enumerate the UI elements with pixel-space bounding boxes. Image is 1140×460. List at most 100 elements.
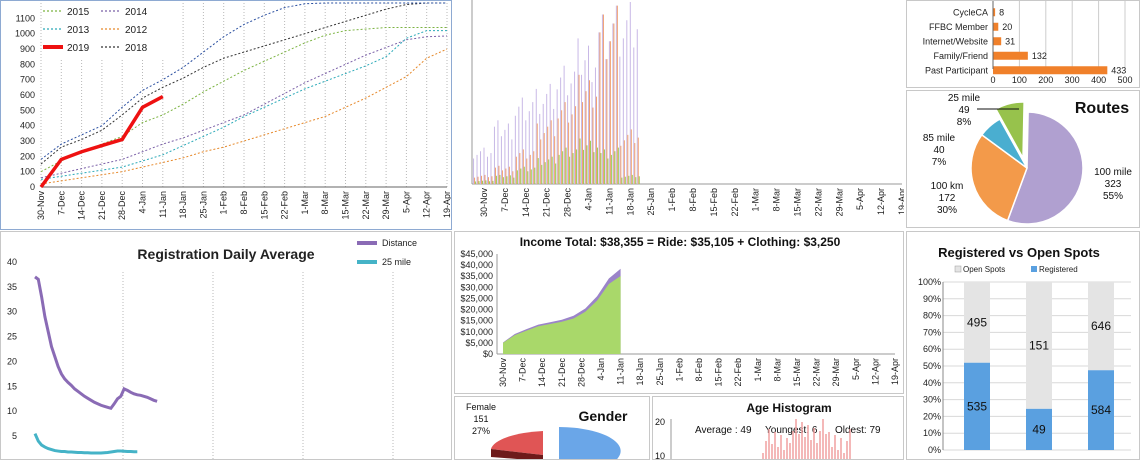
data-label: 8: [999, 7, 1004, 17]
pie-slice: [1006, 111, 1084, 225]
pie-slice: [491, 431, 543, 455]
series-line: [40, 48, 448, 185]
x-tick-label: 8-Mar: [772, 358, 782, 382]
chart-title: Gender: [578, 408, 628, 424]
y-tick-label: 80%: [923, 311, 941, 321]
series-line: [40, 2, 447, 160]
chart-title: Income Total: $38,355 = Ride: $35,105 + …: [520, 235, 841, 249]
y-tick-label: $25,000: [460, 293, 493, 303]
y-tick-label: 100: [20, 167, 35, 177]
slice-label: 30%: [937, 205, 957, 216]
y-tick-label: 10%: [923, 428, 941, 438]
bar-open: [964, 282, 990, 363]
series-line: [40, 35, 448, 179]
y-tick-label: 25: [7, 332, 17, 342]
slice-label: 172: [939, 193, 956, 204]
x-tick-label: 14-Dec: [521, 188, 531, 218]
y-tick-label: 90%: [923, 294, 941, 304]
bar-registered: [1026, 408, 1052, 450]
data-label: 132: [1032, 51, 1047, 61]
x-tick-label: 8-Mar: [320, 191, 330, 215]
y-tick-label: 800: [20, 59, 35, 69]
referral-source-chart: 0 100 200 300 400 500 CycleCA 8 FFBC Member 20 Int…: [923, 1, 1133, 85]
bar: [993, 66, 1108, 75]
daily-average-panel: Registration Daily Average 5 10 15 20 25 30 35 4…: [0, 231, 452, 460]
x-tick-label: 19-Apr: [890, 358, 900, 385]
legend-label: 2018: [125, 43, 148, 54]
x-tick-label: 15-Feb: [714, 358, 724, 387]
cumulative-registrations-chart: 30-Nov 7-Dec 14-Dec 21-Dec 28-Dec 4-Jan 11-Jan…: [15, 2, 451, 221]
gender-panel: Gender Female 151 27%: [454, 396, 650, 460]
age-histogram-panel: Age Histogram Average : 49 Youngest: 6 Olde…: [652, 396, 904, 460]
legend-swatch: [954, 265, 962, 273]
legend-label: Open Spots: [963, 265, 1005, 274]
x-tick-label: 22-Feb: [730, 188, 740, 217]
stat-average: Average : 49: [695, 425, 752, 436]
legend-label: Registered: [1039, 265, 1078, 274]
x-tick-label: 14-Dec: [537, 358, 547, 388]
series-line: [40, 2, 447, 165]
y-tick-label: 50%: [923, 361, 941, 371]
x-tick-label: 30-Nov: [498, 358, 508, 388]
y-tick-label: $15,000: [460, 316, 493, 326]
slice-label: 49: [958, 105, 970, 116]
x-tick-label: 25-Jan: [198, 191, 208, 219]
y-tick-label: 700: [20, 75, 35, 85]
chart-title: Registration Daily Average: [137, 246, 314, 262]
bar-open: [1088, 282, 1114, 371]
x-tick-label: 12-Apr: [876, 188, 886, 215]
x-tick-label: 4-Jan: [138, 191, 148, 214]
bar-registered: [964, 362, 990, 450]
y-tick-label: $5,000: [465, 338, 493, 348]
x-tick-label: 28-Dec: [576, 358, 586, 388]
y-tick-label: 30%: [923, 395, 941, 405]
x-tick-label: 500: [1117, 75, 1132, 85]
x-tick-label: 1-Feb: [219, 191, 229, 215]
y-tick-label: 10: [655, 451, 665, 460]
y-tick-label: 70%: [923, 327, 941, 337]
x-tick-label: 12-Apr: [870, 358, 880, 385]
referral-source-panel: 0 100 200 300 400 500 CycleCA 8 FFBC Member 20 Int…: [906, 0, 1140, 88]
y-tick-label: 40%: [923, 378, 941, 388]
income-chart: Income Total: $38,355 = Ride: $35,105 + …: [460, 235, 900, 388]
data-label: 584: [1091, 403, 1111, 417]
gender-chart: Gender Female 151 27%: [466, 402, 628, 459]
x-tick-label: 8-Feb: [688, 188, 698, 212]
x-tick-label: 30-Nov: [36, 191, 46, 221]
slice-label: 85 mile: [923, 133, 956, 144]
data-label: 495: [967, 315, 987, 329]
y-tick-label: 20: [7, 356, 17, 366]
legend-box: [42, 3, 172, 59]
y-tick-label: 10: [7, 406, 17, 416]
x-tick-label: 14-Dec: [77, 191, 87, 221]
x-tick-label: 5-Apr: [851, 358, 861, 380]
slice-label: 100 mile: [1094, 167, 1132, 178]
bar: [993, 8, 996, 17]
slice-label: 7%: [932, 157, 947, 168]
area-ride: [503, 275, 621, 354]
x-tick-label: 22-Feb: [280, 191, 290, 220]
slice-label: 100 km: [931, 181, 964, 192]
x-tick-label: 15-Feb: [709, 188, 719, 217]
x-tick-label: 22-Mar: [813, 188, 823, 217]
x-tick-label: 30-Nov: [479, 188, 489, 218]
income-panel: Income Total: $38,355 = Ride: $35,105 + …: [454, 231, 904, 394]
x-tick-label: 0: [990, 75, 995, 85]
y-tick-label: 40: [7, 257, 17, 267]
x-tick-label: 1-Feb: [667, 188, 677, 212]
category-label: CycleCA: [953, 7, 988, 17]
category-label: Family/Friend: [933, 51, 988, 61]
data-label: 433: [1111, 65, 1126, 75]
slice-label: Female: [466, 402, 496, 412]
chart-title: Routes: [1075, 100, 1129, 117]
x-tick-label: 18-Jan: [178, 191, 188, 219]
legend-label: 25 mile: [382, 257, 411, 267]
x-tick-label: 1-Mar: [300, 191, 310, 215]
y-tick-label: 500: [20, 105, 35, 115]
slice-label: 27%: [472, 426, 490, 436]
registered-vs-open-panel: Registered vs Open Spots Open Spots Regist…: [906, 231, 1140, 460]
x-tick-label: 12-Apr: [422, 191, 432, 218]
y-tick-label: $40,000: [460, 260, 493, 270]
